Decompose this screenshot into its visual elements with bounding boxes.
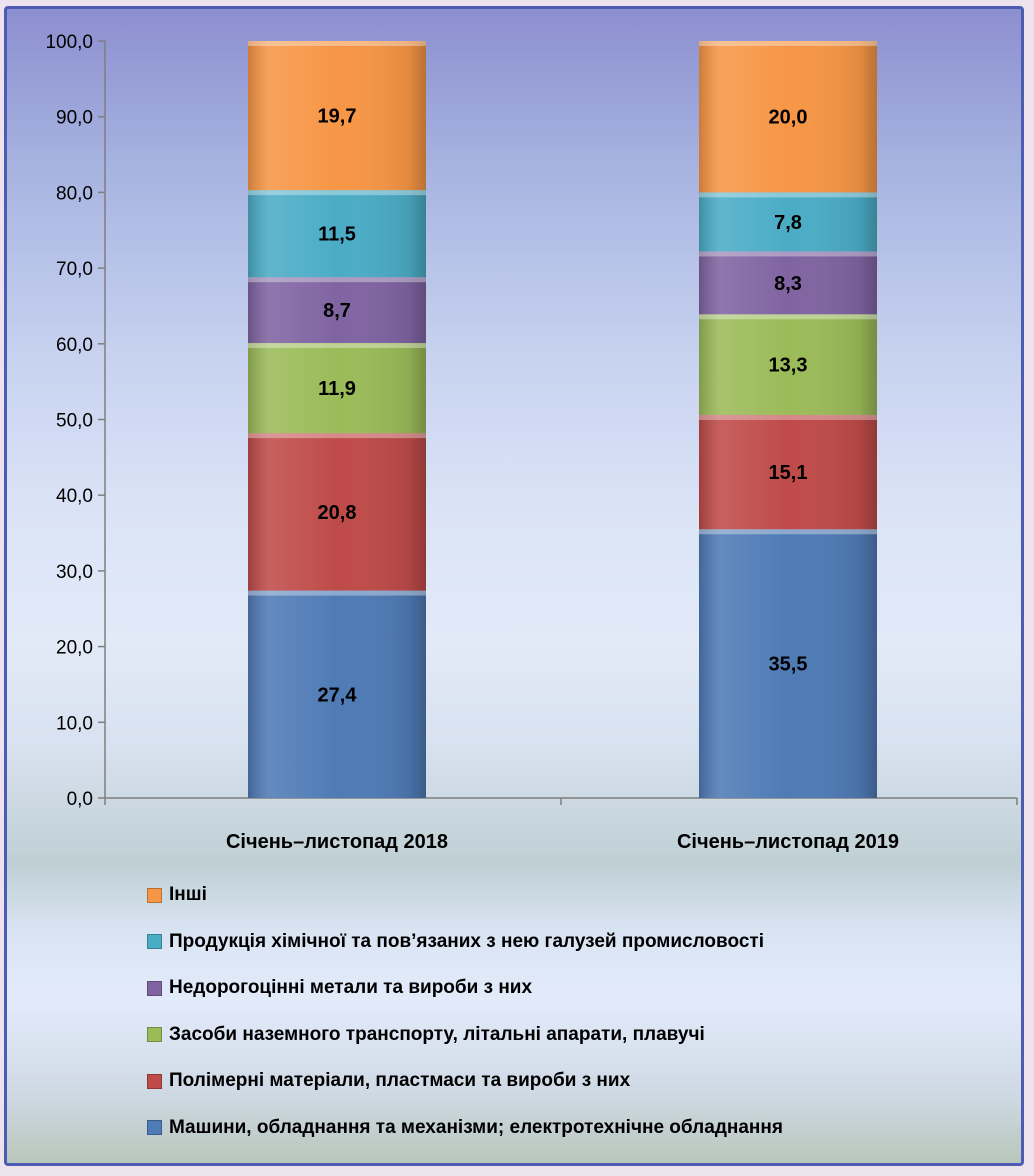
data-label: 8,7 [323, 300, 351, 322]
data-label: 20,8 [318, 502, 357, 524]
bar-segment-highlight [248, 590, 426, 596]
x-category-label: Січень–листопад 2018 [226, 831, 448, 853]
legend-item: Недорогоцінні метали та вироби з них [147, 977, 532, 999]
bar-segment-highlight [699, 414, 877, 420]
y-tick-label: 100,0 [45, 32, 93, 53]
legend-swatch [147, 1027, 162, 1042]
y-tick-label: 20,0 [56, 638, 93, 659]
bar-segment-shade [699, 251, 877, 315]
bar-segment-highlight [248, 190, 426, 196]
bar-segment-highlight [248, 277, 426, 283]
bar-segment-shade [248, 433, 426, 591]
bar-segment [248, 41, 426, 191]
y-tick-label: 30,0 [56, 562, 93, 583]
bar-segment-highlight [248, 41, 426, 46]
bar-segment-highlight [699, 314, 877, 320]
legend-label: Засоби наземного транспорту, літальні ап… [169, 1023, 705, 1045]
legend-label: Полімерні матеріали, пластмаси та вироби… [169, 1070, 631, 1091]
legend-label: Продукція хімічної та пов’язаних з нею г… [169, 930, 764, 952]
bar-segment-shade [248, 41, 426, 191]
bar-segment-shade [699, 41, 877, 193]
y-tick-label: 0,0 [67, 789, 93, 810]
chart-data-labels: 27,4 20,8 11,9 8,7 11,5 19,7 35,5 15,1 13,3 8,3 7,… [318, 106, 808, 707]
chart-frame: 0,0 10,0 20,0 30,0 40,0 50,0 60,0 70,0 80,0 90,0 1… [4, 6, 1024, 1166]
bar-segment-highlight [248, 343, 426, 349]
bar-segment [248, 433, 426, 591]
y-tick-label: 80,0 [56, 183, 93, 204]
data-label: 15,1 [769, 462, 808, 484]
bar-segment [248, 190, 426, 278]
y-tick-label: 70,0 [56, 259, 93, 280]
bar-segment-shade [248, 343, 426, 434]
legend-swatch [147, 980, 162, 996]
x-category-label: Січень–листопад 2019 [677, 831, 899, 853]
data-label: 19,7 [318, 106, 357, 128]
legend-item: Засоби наземного транспорту, літальні ап… [147, 1024, 705, 1046]
y-tick-label: 60,0 [56, 335, 93, 356]
data-label: 13,3 [769, 355, 808, 377]
bar-segment-highlight [699, 251, 877, 257]
bar-segment-shade [699, 414, 877, 530]
y-tick-label: 50,0 [56, 411, 93, 432]
bar-segment-highlight [699, 529, 877, 535]
chart-axes: 0,0 10,0 20,0 30,0 40,0 50,0 60,0 70,0 80,0 90,0 1… [45, 32, 1018, 853]
data-label: 11,5 [318, 224, 356, 246]
bar-segment [248, 277, 426, 344]
data-label: 11,9 [318, 378, 356, 400]
legend-item: Машини, обладнання та механізми; електро… [147, 1117, 783, 1139]
data-label: 20,0 [769, 107, 808, 129]
y-tick-label: 90,0 [56, 108, 93, 129]
bar-segment-shade [248, 190, 426, 278]
bar-segment [699, 192, 877, 252]
bar-segment [699, 529, 877, 798]
bar-segment-highlight [248, 433, 426, 439]
legend-swatch [147, 887, 162, 903]
legend-label: Інші [169, 884, 207, 905]
stacked-bar-chart: 0,0 10,0 20,0 30,0 40,0 50,0 60,0 70,0 80,0 90,0 1… [45, 32, 1018, 853]
legend-swatch [147, 1120, 162, 1135]
bar-segment [699, 414, 877, 530]
data-label: 35,5 [769, 654, 808, 676]
bar-segment [699, 41, 877, 193]
legend-label: Машини, обладнання та механізми; електро… [169, 1116, 783, 1138]
bar-segment-shade [248, 590, 426, 798]
bar-segment [699, 314, 877, 415]
bar-segment-shade [699, 529, 877, 798]
legend-item: Продукція хімічної та пов’язаних з нею г… [147, 931, 764, 953]
legend-item: Полімерні матеріали, пластмаси та вироби… [147, 1070, 630, 1092]
bar-segment-shade [248, 277, 426, 344]
bar-segment-shade [699, 314, 877, 415]
bar-segment-shade [699, 192, 877, 252]
legend-item: Інші [147, 884, 207, 906]
legend-swatch [147, 934, 162, 949]
y-tick-label: 10,0 [56, 713, 93, 734]
bar-segment-highlight [699, 192, 877, 198]
bar-segment [699, 251, 877, 315]
bar-segment-highlight [699, 41, 877, 46]
legend-label: Недорогоцінні метали та вироби з них [169, 977, 533, 998]
chart-bars [248, 41, 877, 798]
data-label: 8,3 [774, 273, 802, 295]
y-tick-label: 40,0 [56, 486, 93, 507]
bar-segment [248, 343, 426, 434]
data-label: 27,4 [318, 684, 358, 706]
bar-segment [248, 590, 426, 798]
legend-swatch [147, 1073, 162, 1089]
data-label: 7,8 [774, 212, 802, 234]
